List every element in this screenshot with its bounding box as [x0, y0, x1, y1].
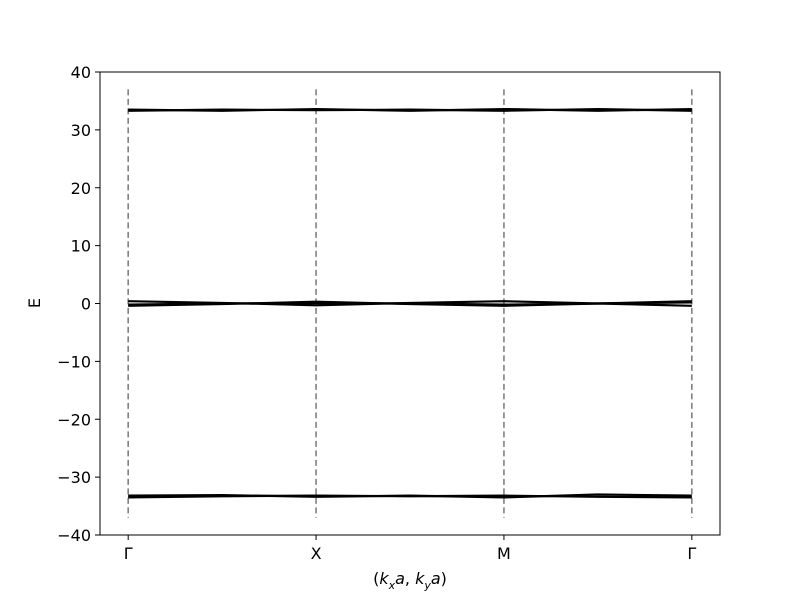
- y-tick-label: 20: [71, 179, 91, 198]
- x-tick-label: M: [497, 544, 511, 563]
- x-axis-label: (kxa, kya): [373, 569, 447, 592]
- axes-layer: [95, 71, 721, 540]
- y-tick-label: 30: [71, 121, 91, 140]
- y-tick-label: 40: [71, 63, 91, 82]
- x-tick-label: X: [311, 544, 322, 563]
- tick-label-layer: −40 −30 −20 −10 0 10 20 30 40 Γ X M Γ: [57, 63, 696, 563]
- y-tick-label: −40: [57, 526, 91, 545]
- band-line: [128, 301, 692, 306]
- vline-layer: [127, 89, 693, 518]
- x-tick-label: Γ: [687, 544, 696, 563]
- y-tick-label: −30: [57, 468, 91, 487]
- band-line: [128, 107, 692, 112]
- band-line: [128, 494, 692, 499]
- series-layer: [128, 107, 692, 499]
- y-tick-label: 10: [71, 237, 91, 256]
- y-axis-label: E: [25, 298, 44, 308]
- x-tick-label: Γ: [124, 544, 133, 563]
- band-line: [128, 107, 692, 112]
- y-tick-label: −10: [57, 352, 91, 371]
- y-tick-label: −20: [57, 410, 91, 429]
- y-tick-label: 0: [81, 295, 91, 314]
